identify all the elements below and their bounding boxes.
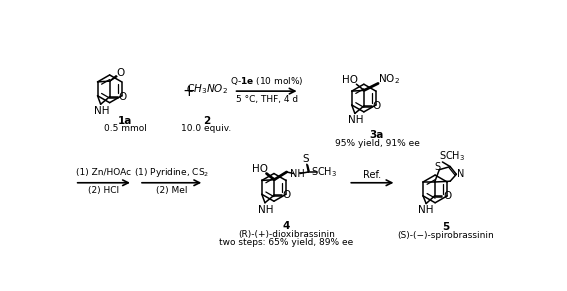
Text: (1) Zn/HOAc: (1) Zn/HOAc: [76, 168, 132, 177]
Text: 1a: 1a: [118, 116, 132, 126]
Text: 10.0 equiv.: 10.0 equiv.: [181, 124, 232, 133]
Text: (R)-(+)-dioxibrassinin: (R)-(+)-dioxibrassinin: [238, 230, 335, 239]
Text: NH: NH: [290, 168, 305, 178]
Text: NH: NH: [348, 116, 363, 125]
Text: (S)-(−)-spirobrassinin: (S)-(−)-spirobrassinin: [397, 231, 494, 240]
Text: (2) MeI: (2) MeI: [156, 186, 187, 195]
Text: 5 °C, THF, 4 d: 5 °C, THF, 4 d: [235, 95, 298, 104]
Text: Q-$\mathbf{1e}$ (10 mol%): Q-$\mathbf{1e}$ (10 mol%): [230, 75, 303, 87]
Text: SCH$_3$: SCH$_3$: [311, 165, 337, 179]
Text: 4: 4: [282, 221, 290, 231]
Text: 5: 5: [442, 222, 450, 233]
Text: (2) HCl: (2) HCl: [88, 186, 120, 195]
Text: HO: HO: [252, 164, 268, 174]
Text: two steps: 65% yield, 89% ee: two steps: 65% yield, 89% ee: [219, 237, 353, 246]
Text: O: O: [118, 92, 126, 102]
Text: NO$_2$: NO$_2$: [378, 73, 400, 86]
Text: S: S: [434, 162, 440, 172]
Text: S: S: [303, 154, 310, 164]
Text: 95% yield, 91% ee: 95% yield, 91% ee: [335, 139, 420, 148]
Text: O: O: [373, 101, 380, 111]
Text: NH: NH: [418, 205, 434, 215]
Text: O: O: [116, 68, 124, 78]
Text: NH: NH: [258, 205, 273, 215]
Text: 0.5 mmol: 0.5 mmol: [104, 124, 146, 133]
Text: CH$_3$NO$_2$: CH$_3$NO$_2$: [185, 82, 227, 96]
Text: (1) Pyridine, CS$_2$: (1) Pyridine, CS$_2$: [134, 166, 209, 179]
Text: HO: HO: [342, 74, 358, 85]
Text: NH: NH: [94, 106, 109, 116]
Text: O: O: [443, 191, 451, 201]
Text: Ref.: Ref.: [363, 170, 382, 180]
Text: SCH$_3$: SCH$_3$: [439, 150, 465, 164]
Text: 2: 2: [203, 116, 210, 126]
Text: O: O: [282, 191, 291, 200]
Text: N: N: [458, 169, 465, 179]
Text: 3a: 3a: [370, 130, 384, 140]
Text: +: +: [183, 84, 195, 99]
